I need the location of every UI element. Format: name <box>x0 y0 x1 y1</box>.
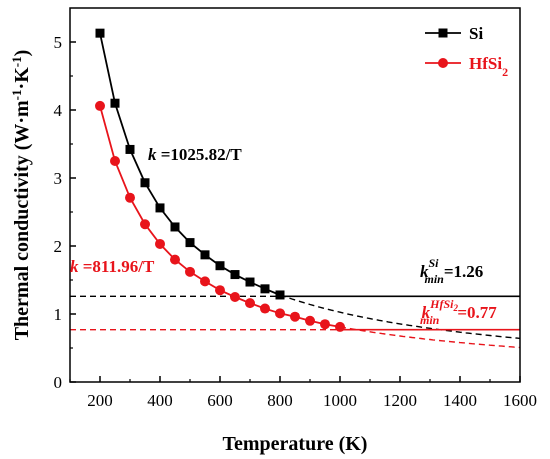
point-si-800 <box>275 290 285 300</box>
si-fit-equation: k =1025.82/T <box>148 145 242 164</box>
point-hfsi2-1000 <box>335 321 345 332</box>
point-si-500 <box>185 238 195 248</box>
point-hfsi2-650 <box>230 292 240 302</box>
point-si-650 <box>230 270 240 280</box>
point-si-450 <box>170 222 180 232</box>
legend-hfsi2-label: HfSi2 <box>469 54 508 79</box>
point-hfsi2-750 <box>260 303 270 314</box>
x-tick-label-1600: 1600 <box>503 391 537 410</box>
point-si-750 <box>260 284 270 294</box>
point-hfsi2-350 <box>140 219 150 230</box>
si-kmin-label: kSi min=1.26 <box>420 256 483 286</box>
x-tick-label-200: 200 <box>87 391 113 410</box>
y-tick-label-0: 0 <box>54 373 63 392</box>
legend-hfsi2-marker <box>438 58 448 68</box>
point-hfsi2-600 <box>215 285 225 296</box>
legend-si-marker <box>438 28 448 38</box>
point-hfsi2-800 <box>275 308 285 319</box>
y-tick-label-5: 5 <box>54 33 63 52</box>
y-axis-title: Thermal conductivity (W·m-1·K-1) <box>9 50 34 341</box>
x-tick-label-600: 600 <box>207 391 233 410</box>
point-si-200 <box>95 28 105 38</box>
point-hfsi2-550 <box>200 276 210 287</box>
point-hfsi2-450 <box>170 254 180 265</box>
fit-curve-hfsi2 <box>339 326 520 349</box>
x-tick-label-1400: 1400 <box>443 391 477 410</box>
point-hfsi2-500 <box>185 266 195 277</box>
point-hfsi2-400 <box>155 238 165 249</box>
point-hfsi2-950 <box>320 319 330 330</box>
x-tick-label-1000: 1000 <box>323 391 357 410</box>
point-hfsi2-200 <box>95 100 105 111</box>
point-si-400 <box>155 203 165 213</box>
point-hfsi2-250 <box>110 156 120 166</box>
series-lines <box>99 33 341 328</box>
point-si-300 <box>125 144 135 154</box>
data-markers <box>95 28 345 332</box>
point-si-600 <box>215 261 225 271</box>
point-hfsi2-700 <box>245 298 255 309</box>
point-hfsi2-900 <box>305 315 315 326</box>
x-tick-label-400: 400 <box>147 391 173 410</box>
point-si-550 <box>200 250 210 260</box>
kmin-lines <box>70 295 520 331</box>
dashed-fit-lines <box>279 294 520 349</box>
legend-si-label: Si <box>469 24 483 43</box>
y-tick-label-1: 1 <box>54 305 63 324</box>
plot-frame <box>69 7 521 383</box>
point-si-700 <box>245 277 255 287</box>
y-tick-label-3: 3 <box>54 169 63 188</box>
x-axis-title: Temperature (K) <box>223 433 368 455</box>
axis-ticks: 200 400 600 800 1000 1200 1400 1600 0 1 2 3 4 5 <box>54 33 538 410</box>
hfsi2-kmin-label: kHfSi2 min =0.77 <box>420 297 497 327</box>
point-si-350 <box>140 178 150 188</box>
y-tick-label-2: 2 <box>54 237 63 256</box>
fit-curve-si <box>279 294 520 340</box>
series-line-si <box>99 33 281 296</box>
y-tick-label-4: 4 <box>54 101 63 120</box>
point-si-250 <box>110 98 120 108</box>
point-hfsi2-850 <box>290 311 300 322</box>
x-tick-label-1200: 1200 <box>383 391 417 410</box>
hfsi2-fit-equation: k =811.96/T <box>70 257 155 276</box>
point-hfsi2-300 <box>125 192 135 203</box>
x-tick-label-800: 800 <box>267 391 293 410</box>
legend: Si HfSi2 <box>425 24 508 79</box>
